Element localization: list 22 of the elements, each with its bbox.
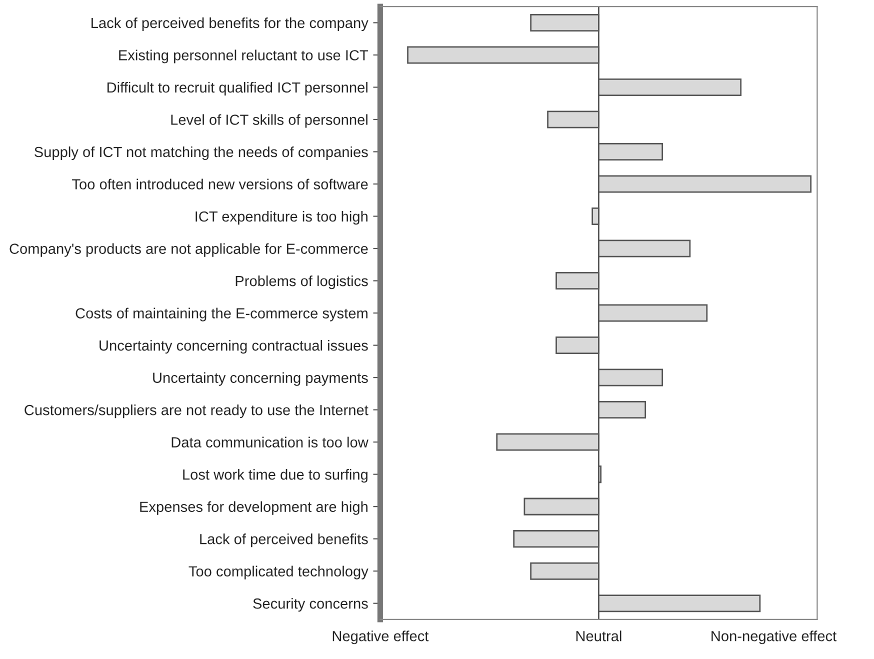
y-tick-label: ICT expenditure is too high (196, 210, 368, 225)
y-tick-label: Uncertainty concerning contractual issues (100, 340, 368, 354)
y-tick-label: Customers/suppliers are not ready to use the Internet (24, 404, 368, 418)
y-tick-label: Costs of maintaining the E-commerce system (76, 308, 368, 322)
y-tick-label: Supply of ICT not matching the needs of companies (34, 146, 368, 160)
y-tick-label: Security concerns (253, 598, 368, 612)
y-tick-label: Problems of logistics (236, 275, 368, 290)
y-tick-label: Company's products are not applicable for E-commerce (10, 243, 368, 257)
y-tick-label: Data communication is too low (172, 436, 368, 448)
text: Non-negative effect (712, 630, 836, 644)
y-tick-label: Lack of perceived benefits for the company (92, 17, 368, 32)
y-tick-label: Lost work time due to surfing (183, 469, 368, 483)
y-tick-label: Difficult to recruit qualified ICT personnel (107, 82, 368, 96)
y-tick-label: Uncertainty concerning payments (153, 372, 368, 386)
y-tick-label: Too often introduced new versions of software (72, 178, 368, 190)
y-tick-label: Lack of perceived benefits (200, 534, 368, 548)
y-tick-label: Expenses for development are high (140, 501, 368, 515)
y-tick-label: Existing personnel reluctant to use ICT (119, 50, 368, 64)
text: Neutral (576, 630, 622, 642)
text: Negative effect (332, 630, 429, 644)
y-tick-label: Too complicated technology (188, 566, 368, 580)
y-tick-label: Level of ICT skills of personnel (171, 114, 368, 128)
